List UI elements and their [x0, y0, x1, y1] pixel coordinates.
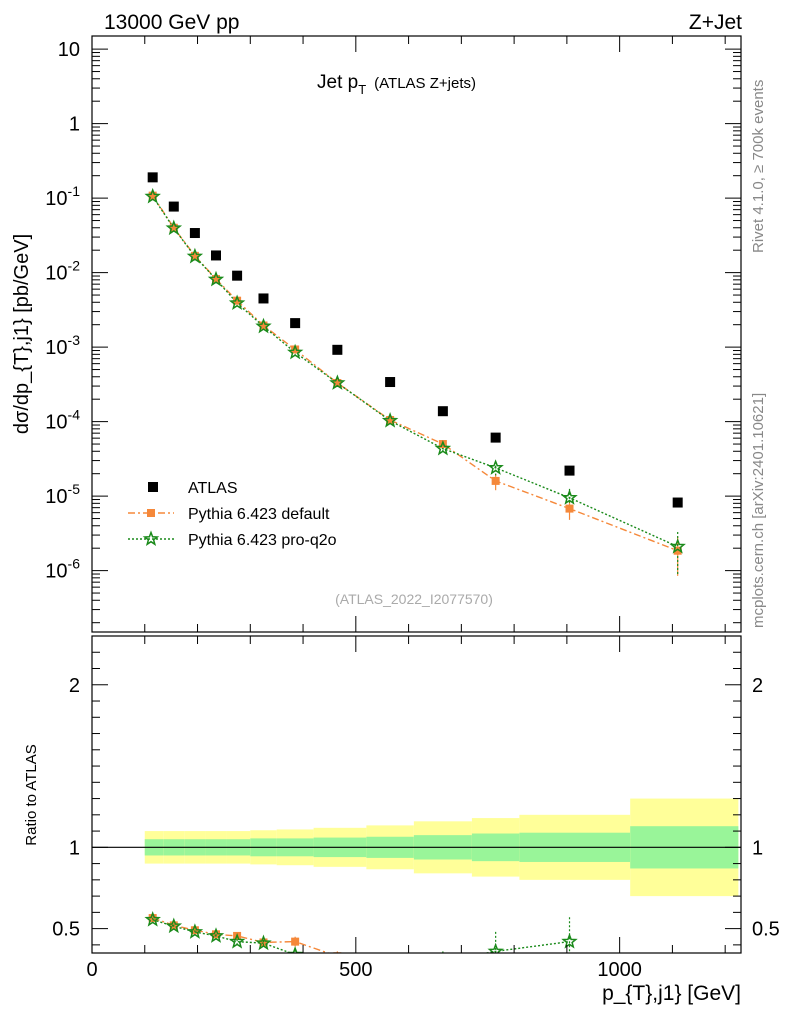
ratio-q2o-line: [152, 919, 570, 953]
ratio-tick-label-right: 1: [752, 837, 763, 859]
mcplots-label: mcplots.cern.ch [arXiv:2401.10621]: [750, 393, 767, 628]
ratio-tick-label: 0.5: [52, 919, 80, 941]
atlas-marker: [290, 318, 301, 329]
ratio-q2o-marker: [561, 932, 578, 949]
legend-q2o-marker: [142, 530, 160, 547]
ratio-ticks: 0.5 0.5 1 1 2 2 0 500 1000: [52, 636, 780, 981]
q2o-marker: [561, 489, 578, 505]
ratio-tick-label-right: 0.5: [752, 919, 780, 941]
rivet-version-label: Rivet 4.1.0, ≥ 700k events: [750, 80, 767, 253]
atlas-marker: [437, 406, 448, 417]
atlas-marker: [189, 228, 200, 239]
ratio-frame: [91, 635, 742, 954]
x-tick-label: 500: [339, 959, 372, 981]
ratio-tick-label: 1: [69, 837, 80, 859]
atlas-marker: [258, 293, 269, 304]
main-data-layer: [144, 172, 686, 576]
default-marker: [148, 191, 157, 200]
q2o-marker: [144, 187, 161, 204]
ratio-default-marker: [291, 937, 300, 946]
atlas-marker: [385, 377, 396, 388]
default-line: [152, 195, 678, 552]
atlas-marker: [490, 432, 501, 443]
header-energy-label: 13000 GeV pp: [104, 11, 239, 34]
y-tick-label: 10-3: [45, 332, 80, 359]
q2o-marker: [329, 374, 346, 390]
y-tick-label: 10-5: [45, 481, 80, 508]
ratio-q2o-marker: [144, 911, 161, 927]
default-marker: [233, 296, 242, 305]
q2o-marker: [255, 317, 272, 334]
q2o-marker: [286, 343, 304, 360]
x-tick-label: 1000: [597, 959, 642, 981]
y-tick-label: 10-2: [45, 258, 80, 285]
plot-title-main: Jet p: [317, 72, 358, 93]
legend: ATLAS Pythia 6.423 default Pythia 6.423 pr…: [128, 480, 337, 549]
y-tick-label: 10-6: [45, 556, 80, 583]
plot-title: Jet pT (ATLAS Z+jets): [317, 72, 476, 97]
main-y-axis-label: dσ/dp_{T},j1} [pb/GeV]: [11, 234, 33, 434]
q2o-marker: [669, 537, 686, 554]
x-axis-label: p_{T},j1} [GeV]: [602, 982, 741, 1005]
default-marker: [169, 223, 178, 232]
default-marker: [291, 345, 300, 354]
atlas-marker: [672, 497, 683, 508]
ratio-q2o-marker: [207, 927, 225, 943]
atlas-marker: [232, 270, 243, 281]
legend-entry-label: Pythia 6.423 pro-q2o: [188, 532, 337, 549]
main-ticks: 10 1 10-1 10-2 10-3 10-4 10-5 10-6: [45, 36, 741, 632]
ratio-q2o-marker: [255, 934, 272, 951]
legend-entry-label: ATLAS: [188, 480, 238, 497]
ratio-default-marker: [259, 938, 268, 947]
ratio-panel: 0.5 0.5 1 1 2 2 0 500 1000 Ratio to ATLAS p_{T},…: [23, 635, 780, 1005]
ratio-data-layer: [92, 798, 741, 953]
ratio-tick-label: 2: [69, 675, 80, 697]
q2o-marker: [207, 270, 225, 287]
atlas-marker: [168, 201, 179, 212]
q2o-marker: [487, 459, 504, 475]
legend-entry-label: Pythia 6.423 default: [188, 506, 330, 523]
default-marker: [211, 275, 220, 284]
main-panel: 10 1 10-1 10-2 10-3 10-4 10-5 10-6 Jet pT (ATLAS…: [11, 35, 742, 633]
ratio-q2o-marker: [228, 932, 246, 949]
q2o-marker: [186, 247, 204, 264]
plot-title-extra: (ATLAS Z+jets): [374, 75, 476, 92]
analysis-id-watermark: (ATLAS_2022_I2077570): [335, 591, 493, 607]
ratio-q2o-marker: [165, 917, 183, 934]
q2o-marker: [381, 412, 399, 428]
header-process-label: Z+Jet: [689, 11, 742, 34]
atlas-marker: [332, 344, 343, 355]
ratio-q2o-marker: [442, 952, 444, 953]
main-frame: [91, 35, 742, 633]
default-marker: [673, 546, 682, 555]
default-marker: [259, 321, 268, 330]
ratio-q2o-marker: [186, 923, 204, 939]
atlas-marker: [147, 172, 158, 183]
legend-default-marker: [147, 509, 155, 517]
y-tick-label: 10-1: [45, 183, 80, 210]
legend-atlas-marker: [148, 482, 158, 492]
default-marker: [491, 476, 500, 485]
atlas-marker: [210, 250, 221, 261]
ratio-q2o-marker: [487, 942, 504, 953]
default-marker: [333, 378, 342, 387]
default-marker: [565, 504, 574, 513]
q2o-marker: [228, 294, 246, 311]
ratio-tick-label-right: 2: [752, 675, 763, 697]
q2o-marker: [165, 219, 183, 236]
y-tick-label: 1: [69, 114, 80, 136]
default-marker: [190, 251, 199, 260]
atlas-marker: [564, 465, 575, 476]
q2o-marker: [434, 439, 452, 456]
ratio-q2o-marker: [287, 945, 304, 953]
default-marker: [386, 416, 395, 425]
ratio-q2o-marker: [389, 952, 391, 953]
y-tick-label: 10-4: [45, 407, 80, 434]
y-tick-label: 10: [58, 39, 80, 61]
plot-title-sub: T: [358, 82, 366, 97]
ratio-y-axis-label: Ratio to ATLAS: [23, 744, 40, 845]
x-tick-label: 0: [86, 959, 97, 981]
